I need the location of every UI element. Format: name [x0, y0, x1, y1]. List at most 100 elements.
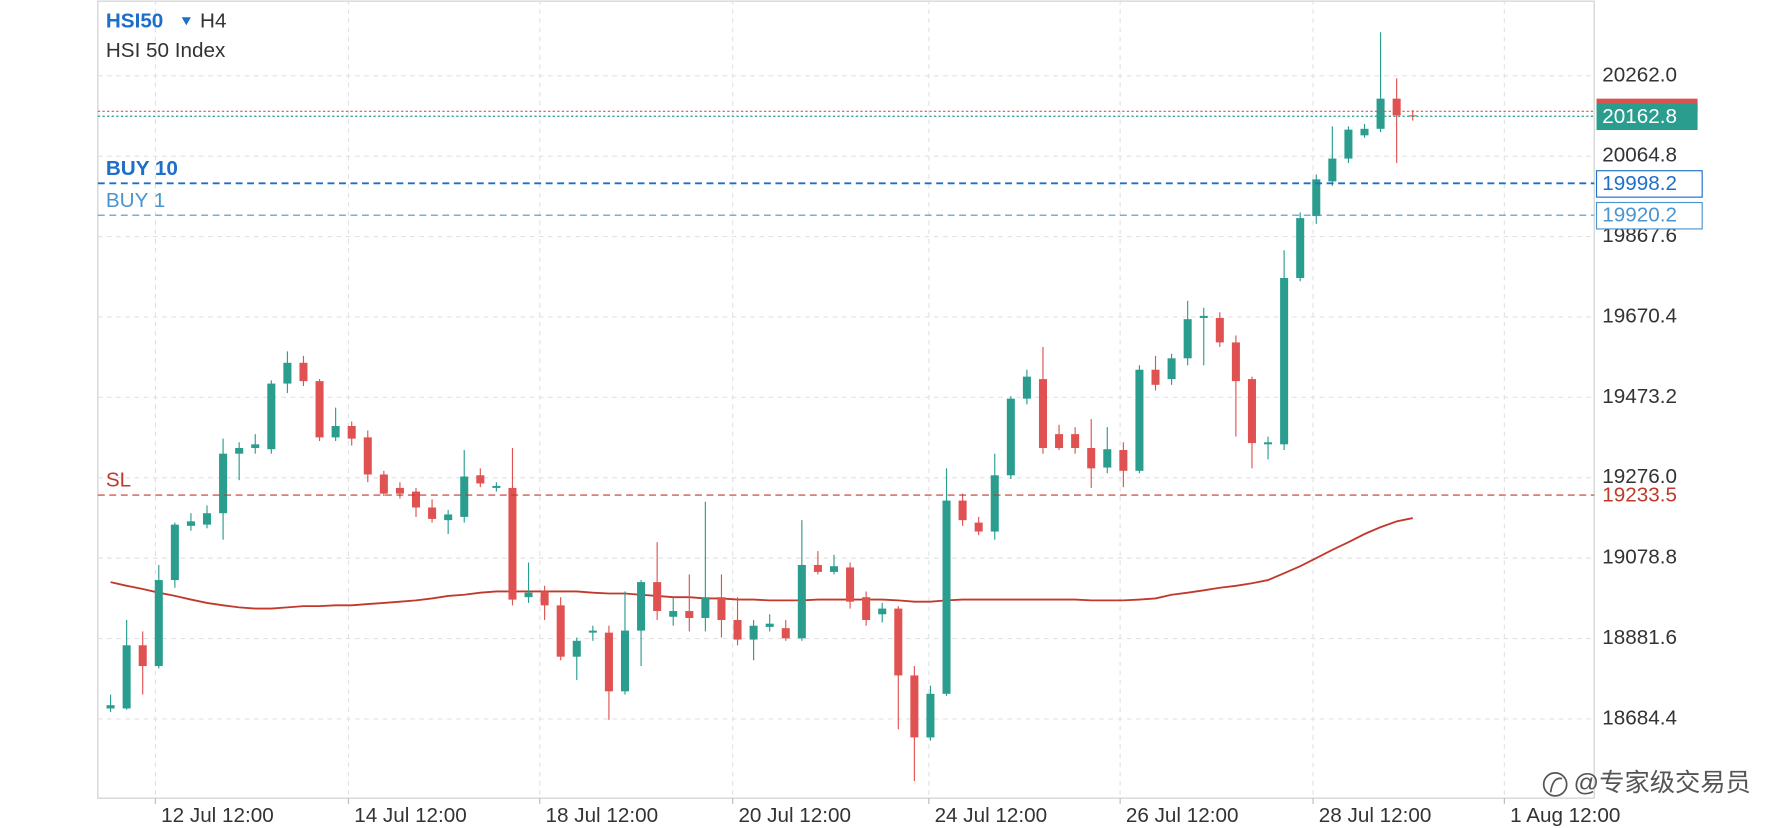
candle-body: [701, 597, 710, 618]
candle-body: [106, 705, 115, 709]
x-tick-label: 26 Jul 12:00: [1126, 804, 1239, 827]
candle-body: [990, 475, 999, 532]
candle-body: [476, 475, 485, 484]
x-tick-label: 14 Jul 12:00: [354, 804, 467, 827]
candle-body: [1280, 278, 1289, 445]
y-tick-label: 18684.4: [1602, 706, 1677, 729]
candle-body: [219, 453, 228, 514]
x-tick-label: 1 Aug 12:00: [1510, 804, 1620, 827]
candle-body: [428, 507, 437, 519]
candle-body: [1119, 450, 1128, 471]
candle-body: [1055, 434, 1064, 448]
candle-body: [331, 425, 340, 438]
candle-body: [1038, 379, 1047, 448]
candle-body: [1103, 449, 1112, 468]
level-price-label: 19233.5: [1602, 484, 1677, 507]
y-tick-label: 18881.6: [1602, 626, 1677, 649]
y-tick-label: 19867.6: [1602, 224, 1677, 247]
candle-body: [1183, 319, 1192, 359]
candle-body: [572, 640, 581, 657]
candle-body: [508, 487, 517, 600]
x-tick-label: 12 Jul 12:00: [161, 804, 274, 827]
x-tick-label: 24 Jul 12:00: [935, 804, 1048, 827]
candle-body: [942, 500, 951, 694]
y-tick-label: 19276.0: [1602, 465, 1677, 488]
candle-body: [524, 592, 533, 598]
candle-body: [829, 566, 839, 572]
x-tick-label: 18 Jul 12:00: [546, 804, 659, 827]
x-tick-label: 28 Jul 12:00: [1319, 804, 1432, 827]
x-tick-label: 20 Jul 12:00: [738, 804, 851, 827]
candle-body: [1312, 179, 1321, 217]
timeframe[interactable]: H4: [200, 9, 226, 32]
level-name[interactable]: SL: [106, 469, 131, 492]
candle-body: [347, 425, 356, 439]
candle-body: [685, 611, 694, 618]
candle-body: [379, 474, 388, 494]
candle-body: [797, 564, 806, 639]
candle-body: [1392, 98, 1401, 116]
candle-body: [1006, 398, 1015, 476]
candle-body: [1264, 442, 1273, 445]
candle-body: [669, 611, 678, 617]
candle-body: [1247, 379, 1256, 444]
level-price-label: 19998.2: [1602, 172, 1677, 195]
plot: BUY 10 BUY 1 SL: [97, 32, 1595, 782]
candle-body: [251, 444, 260, 448]
candle-body: [910, 675, 919, 738]
candle-body: [846, 567, 855, 602]
candle-body: [1231, 342, 1240, 382]
candle-body: [749, 625, 758, 640]
candle-body: [637, 582, 646, 631]
candle-body: [1071, 434, 1080, 448]
candle-body: [556, 605, 565, 657]
candle-body: [1087, 447, 1096, 469]
candle-body: [395, 487, 404, 494]
y-tick-label: 20064.8: [1602, 144, 1677, 167]
candle-body: [1215, 317, 1224, 343]
candle-body: [1344, 129, 1353, 159]
candle-body: [1328, 158, 1337, 182]
candle-body: [813, 564, 822, 572]
candle-body: [733, 620, 742, 640]
candle-body: [894, 608, 903, 676]
candle-body: [1376, 98, 1385, 129]
candle-body: [1151, 369, 1160, 385]
candle-body: [1199, 315, 1208, 318]
candle-body: [958, 500, 967, 521]
candle-body: [653, 582, 662, 612]
level-name[interactable]: BUY 10: [106, 157, 178, 180]
candle-body: [299, 362, 308, 382]
candle-body: [186, 521, 195, 526]
candle-body: [620, 630, 630, 692]
candle-body: [781, 628, 790, 639]
symbol-dropdown[interactable]: [181, 17, 191, 26]
candle-body: [170, 524, 179, 581]
candle-body: [283, 362, 292, 384]
candle-body: [765, 623, 774, 627]
candle-body: [717, 597, 726, 621]
candle-body: [974, 522, 983, 532]
candle-body: [926, 693, 935, 738]
candle-body: [1022, 376, 1031, 399]
candle-body: [138, 645, 147, 667]
candle-body: [154, 580, 163, 667]
y-tick-label: 20262.0: [1602, 63, 1677, 86]
y-tick-label: 19473.2: [1602, 385, 1677, 408]
watermark: @专家级交易员: [1574, 769, 1751, 797]
symbol[interactable]: HSI50: [106, 9, 163, 32]
moving-average: [110, 517, 1413, 610]
candle-body: [235, 447, 244, 454]
candle-body: [122, 645, 131, 709]
candle-body: [492, 485, 501, 488]
candle-body: [411, 491, 421, 508]
candle-body: [460, 476, 469, 517]
candle-body: [540, 591, 549, 606]
level-name[interactable]: BUY 1: [106, 189, 165, 212]
watermark-logo: [1542, 772, 1568, 797]
candle-body: [878, 608, 887, 615]
candle-body: [315, 381, 324, 438]
axis: 18684.4 18881.6 19078.8 19276.0 19473.2 19670…: [154, 63, 1703, 827]
